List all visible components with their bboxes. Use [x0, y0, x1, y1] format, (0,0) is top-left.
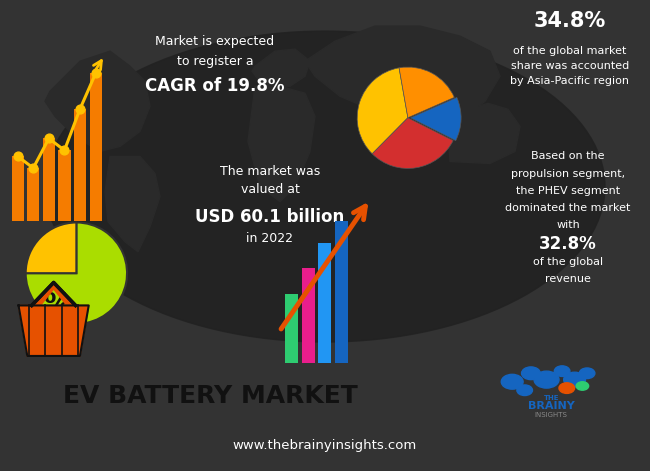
Circle shape: [579, 368, 595, 379]
Text: EV BATTERY MARKET: EV BATTERY MARKET: [62, 384, 358, 407]
Text: of the global market: of the global market: [514, 46, 627, 56]
Ellipse shape: [45, 31, 605, 342]
Bar: [12, 156, 24, 221]
Text: Market is expected: Market is expected: [155, 35, 274, 48]
Text: www.thebrainyinsights.com: www.thebrainyinsights.com: [233, 439, 417, 452]
Wedge shape: [399, 67, 454, 118]
Bar: [27, 168, 40, 221]
Polygon shape: [248, 86, 315, 202]
Point: [59, 146, 70, 154]
Point: [28, 164, 38, 172]
Polygon shape: [45, 51, 150, 152]
Text: INSIGHTS: INSIGHTS: [535, 412, 567, 418]
Polygon shape: [105, 156, 160, 252]
Wedge shape: [410, 97, 461, 141]
Text: %: %: [44, 291, 72, 319]
Circle shape: [576, 382, 589, 390]
Circle shape: [517, 385, 532, 396]
Point: [44, 135, 54, 142]
Wedge shape: [25, 222, 77, 273]
Bar: [302, 268, 315, 363]
Text: The market was: The market was: [220, 165, 320, 178]
Circle shape: [559, 383, 575, 393]
Text: CAGR of 19.8%: CAGR of 19.8%: [145, 77, 285, 95]
Wedge shape: [358, 68, 408, 154]
Text: dominated the market: dominated the market: [505, 203, 630, 212]
Text: Based on the: Based on the: [531, 152, 604, 162]
Polygon shape: [19, 305, 89, 356]
Bar: [58, 150, 71, 221]
Circle shape: [554, 366, 570, 376]
Point: [12, 153, 23, 160]
Polygon shape: [448, 103, 520, 163]
Circle shape: [534, 371, 559, 388]
Text: with: with: [556, 219, 580, 230]
Text: of the global: of the global: [533, 257, 603, 267]
Text: propulsion segment,: propulsion segment,: [511, 169, 625, 179]
Text: the PHEV segment: the PHEV segment: [516, 186, 620, 195]
Text: BRAINY: BRAINY: [528, 401, 575, 411]
Circle shape: [501, 374, 523, 389]
Bar: [90, 73, 102, 221]
Polygon shape: [305, 26, 500, 122]
Point: [90, 70, 101, 77]
Text: 34.8%: 34.8%: [534, 11, 606, 31]
Text: 32.8%: 32.8%: [539, 235, 597, 253]
Bar: [74, 109, 86, 221]
Polygon shape: [32, 283, 75, 305]
Text: share was accounted: share was accounted: [511, 61, 629, 71]
Point: [75, 105, 85, 113]
Text: revenue: revenue: [545, 274, 591, 284]
Text: by Asia-Pacific region: by Asia-Pacific region: [510, 76, 629, 86]
Bar: [335, 221, 348, 363]
Bar: [43, 138, 55, 221]
Bar: [285, 293, 298, 363]
Text: in 2022: in 2022: [246, 232, 294, 245]
Text: THE: THE: [543, 395, 559, 401]
Text: USD 60.1 billion: USD 60.1 billion: [196, 208, 344, 226]
Wedge shape: [25, 222, 127, 324]
Text: to register a: to register a: [177, 55, 254, 68]
Polygon shape: [252, 49, 310, 86]
Text: valued at: valued at: [240, 183, 300, 196]
Circle shape: [564, 372, 586, 387]
Wedge shape: [372, 118, 453, 169]
Bar: [318, 244, 332, 363]
Circle shape: [521, 367, 540, 380]
